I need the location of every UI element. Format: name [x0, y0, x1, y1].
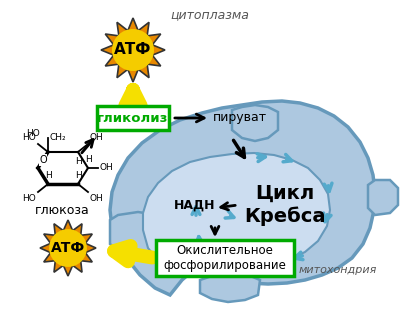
- Text: цитоплазма: цитоплазма: [170, 8, 249, 21]
- Polygon shape: [368, 180, 398, 215]
- FancyBboxPatch shape: [156, 240, 294, 276]
- Text: глюкоза: глюкоза: [34, 203, 89, 216]
- Text: гликолиз: гликолиз: [97, 112, 169, 124]
- Text: CH₂: CH₂: [50, 133, 67, 142]
- Circle shape: [112, 29, 154, 71]
- Text: HO: HO: [22, 194, 36, 203]
- Polygon shape: [101, 18, 165, 82]
- Text: НАДН: НАДН: [174, 198, 215, 211]
- Polygon shape: [200, 273, 260, 302]
- Text: HO: HO: [26, 129, 40, 138]
- FancyBboxPatch shape: [97, 106, 169, 130]
- Polygon shape: [110, 101, 375, 295]
- Text: АТФ: АТФ: [51, 241, 85, 255]
- Text: OH: OH: [90, 194, 104, 203]
- Text: митохондрия: митохондрия: [299, 265, 377, 275]
- Circle shape: [49, 229, 87, 267]
- Polygon shape: [110, 212, 168, 254]
- Text: H: H: [46, 170, 53, 179]
- Text: HO: HO: [22, 133, 36, 142]
- Text: OH: OH: [90, 133, 104, 142]
- Polygon shape: [40, 220, 96, 276]
- Text: OH: OH: [100, 164, 114, 173]
- Text: H: H: [86, 155, 92, 164]
- Text: H: H: [76, 157, 82, 166]
- Text: H: H: [76, 170, 82, 179]
- Polygon shape: [232, 105, 278, 141]
- Text: O: O: [39, 155, 47, 165]
- Text: Цикл
Кребса: Цикл Кребса: [244, 184, 326, 226]
- Text: АТФ: АТФ: [114, 43, 152, 58]
- Text: Окислительное
фосфорилирование: Окислительное фосфорилирование: [164, 244, 286, 272]
- Polygon shape: [143, 153, 330, 277]
- Text: пируват: пируват: [213, 112, 267, 124]
